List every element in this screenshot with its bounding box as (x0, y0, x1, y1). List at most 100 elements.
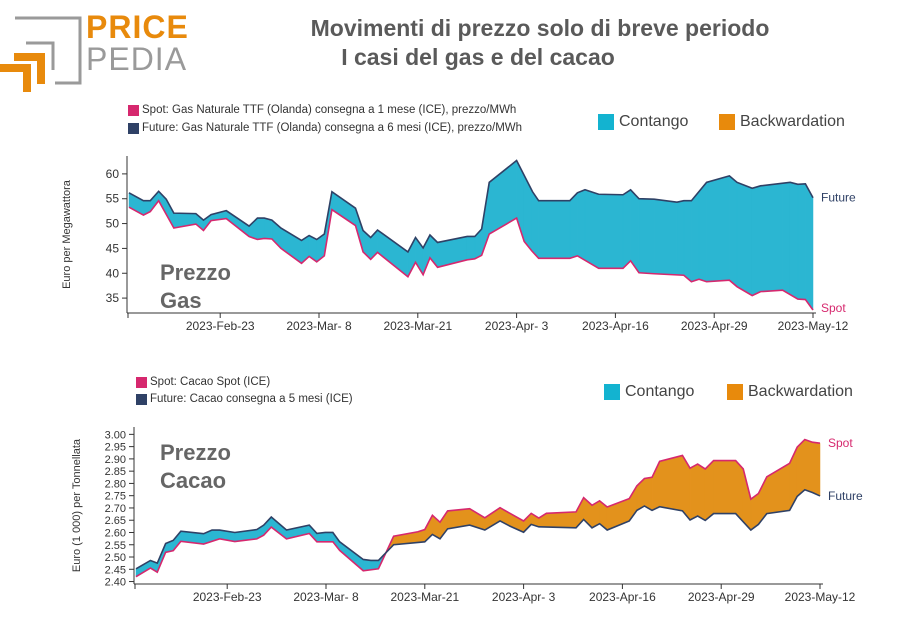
contango-area (622, 189, 631, 269)
spot-end-label: Spot (828, 436, 853, 450)
contango-area (653, 198, 678, 276)
contango-area (362, 559, 372, 572)
y-tick-label: 45 (106, 241, 120, 255)
contango-area (466, 236, 476, 261)
y-tick-label: 2.80 (105, 478, 126, 490)
y-tick-label: 50 (106, 217, 120, 231)
contango-area (257, 217, 265, 240)
contango-area (538, 200, 571, 259)
y-tick-label: 2.90 (105, 454, 126, 466)
overlay-line: Prezzo (160, 440, 231, 465)
legend-label: Backwardation (748, 383, 853, 400)
contango-area (751, 185, 761, 297)
contango-area (706, 175, 730, 282)
contango-area (736, 181, 753, 297)
future-line (135, 488, 821, 570)
y-tick-label: 3.00 (105, 429, 126, 441)
contango-area (782, 182, 791, 296)
spot-line (128, 199, 814, 311)
overlay-line: Cacao (160, 468, 227, 493)
backwardation-area (804, 439, 813, 493)
y-tick-label: 2.65 (105, 515, 126, 527)
logo-text-pedia: PEDIA (86, 41, 188, 77)
contango-area (584, 189, 599, 269)
x-tick-label: 2023-Mar-21 (383, 319, 452, 333)
contango-area (577, 189, 586, 261)
backwardation-area (812, 441, 821, 497)
y-tick-label: 2.60 (105, 527, 126, 539)
contango-area (698, 181, 707, 283)
x-tick-label: 2023-May-12 (785, 590, 856, 604)
x-tick-label: 2023-Apr-29 (688, 590, 755, 604)
backwardation-area (659, 455, 683, 512)
spot-end-label: Spot (821, 301, 846, 315)
contango-area (691, 190, 700, 283)
contango-area (331, 191, 356, 227)
y-axis-label: Euro per Megawattora (61, 179, 73, 289)
spot-line (135, 438, 821, 578)
future-swatch (136, 393, 147, 405)
legend-gas-backwardation: Backwardation (719, 113, 845, 131)
y-tick-label: 2.95 (105, 442, 126, 454)
x-tick-label: 2023-Mar- 8 (286, 319, 352, 333)
y-tick-label: 2.70 (105, 503, 126, 515)
legend-label: Contango (619, 113, 689, 130)
overlay-line: Prezzo (160, 260, 231, 285)
cacao-overlay-label: Prezzo Cacao (160, 439, 231, 495)
legend-cacao-future: Future: Cacao consegna a 5 mesi (ICE) (136, 393, 353, 405)
y-tick-label: 40 (106, 266, 120, 280)
future-end-label: Future (821, 191, 856, 205)
backwardation-swatch (727, 384, 743, 400)
legend-label: Backwardation (740, 113, 845, 130)
backwardation-area (704, 460, 714, 521)
x-tick-label: 2023-Apr-16 (589, 590, 656, 604)
contango-area (683, 200, 692, 283)
y-tick-label: 2.45 (105, 564, 126, 576)
x-tick-label: 2023-Apr- 3 (492, 590, 556, 604)
legend-label: Spot: Gas Naturale TTF (Olanda) consegna… (142, 104, 517, 116)
spot-swatch (136, 376, 147, 388)
backwardation-area (689, 463, 698, 521)
y-tick-label: 2.85 (105, 466, 126, 478)
contango-area (630, 189, 640, 274)
y-tick-label: 60 (106, 167, 120, 181)
contango-area (309, 524, 318, 543)
y-tick-label: 2.40 (105, 577, 126, 589)
contango-area (805, 183, 814, 311)
legend-label: Future: Cacao consegna a 5 mesi (ICE) (150, 393, 353, 405)
backwardation-area (697, 463, 706, 521)
backwardation-area (713, 460, 736, 514)
contango-area (797, 183, 806, 300)
legend-cacao-contango: Contango (604, 383, 694, 401)
chart-cacao: 2.402.452.502.552.602.652.702.752.802.85… (71, 427, 863, 604)
future-swatch (128, 122, 139, 134)
title-line2: I casi del gas e del cacao (341, 44, 615, 70)
overlay-line: Gas (160, 288, 202, 313)
x-tick-label: 2023-Apr-16 (582, 319, 649, 333)
contango-area (377, 229, 409, 278)
backwardation-area (742, 468, 752, 531)
contango-area (263, 516, 272, 536)
contango-area (532, 190, 539, 259)
y-tick-label: 35 (106, 291, 120, 305)
contango-area (569, 192, 578, 259)
x-tick-label: 2023-Feb-23 (186, 319, 255, 333)
future-line (128, 159, 814, 254)
contango-area (638, 198, 655, 275)
legend-cacao-backwardation: Backwardation (727, 383, 853, 401)
future-end-label: Future (828, 489, 863, 503)
x-tick-label: 2023-Mar-21 (390, 590, 459, 604)
y-tick-label: 2.55 (105, 540, 126, 552)
y-tick-label: 2.50 (105, 552, 126, 564)
y-tick-label: 55 (106, 192, 120, 206)
x-tick-label: 2023-Apr-29 (681, 319, 748, 333)
legend-label: Spot: Cacao Spot (ICE) (150, 376, 271, 388)
contango-area (264, 217, 273, 240)
legend-cacao-spot: Spot: Cacao Spot (ICE) (136, 376, 270, 388)
contango-area (676, 200, 685, 276)
x-tick-label: 2023-Feb-23 (193, 590, 262, 604)
contango-swatch (598, 114, 614, 130)
legend-gas-spot: Spot: Gas Naturale TTF (Olanda) consegna… (128, 104, 516, 116)
